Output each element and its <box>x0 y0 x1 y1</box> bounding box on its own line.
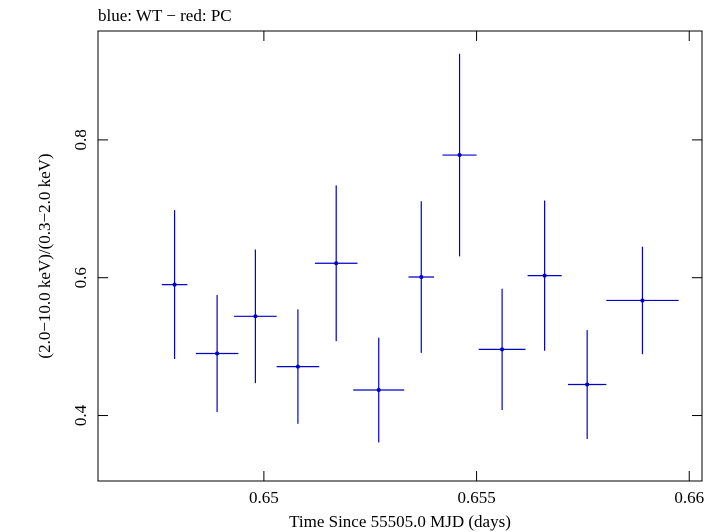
y-tick-label: 0.4 <box>71 404 90 426</box>
chart-title: blue: WT − red: PC <box>98 6 232 25</box>
data-point <box>376 388 381 393</box>
y-tick-label: 0.6 <box>71 267 90 288</box>
data-point <box>640 298 645 303</box>
y-axis: 0.4 0.6 0.8 <box>71 129 702 426</box>
data-point <box>585 382 590 387</box>
data-point <box>500 347 505 352</box>
x-tick-label: 0.655 <box>457 488 495 507</box>
data-point <box>215 351 220 356</box>
x-tick-label: 0.66 <box>674 488 704 507</box>
y-tick-label: 0.8 <box>71 129 90 150</box>
x-axis-label: Time Since 55505.0 MJD (days) <box>289 512 511 531</box>
data-point <box>172 282 177 287</box>
data-point <box>542 273 547 278</box>
data-point <box>334 261 339 266</box>
x-tick-label: 0.65 <box>249 488 279 507</box>
data-point <box>419 275 424 280</box>
data-point <box>457 153 462 158</box>
data-point <box>295 364 300 369</box>
plot-frame <box>97 30 703 482</box>
data-points <box>161 53 679 443</box>
y-axis-label: (2.0−10.0 keV)/(0.3−2.0 keV) <box>35 153 54 358</box>
x-axis: 0.65 0.655 0.66 <box>249 31 704 507</box>
data-point <box>253 314 258 319</box>
